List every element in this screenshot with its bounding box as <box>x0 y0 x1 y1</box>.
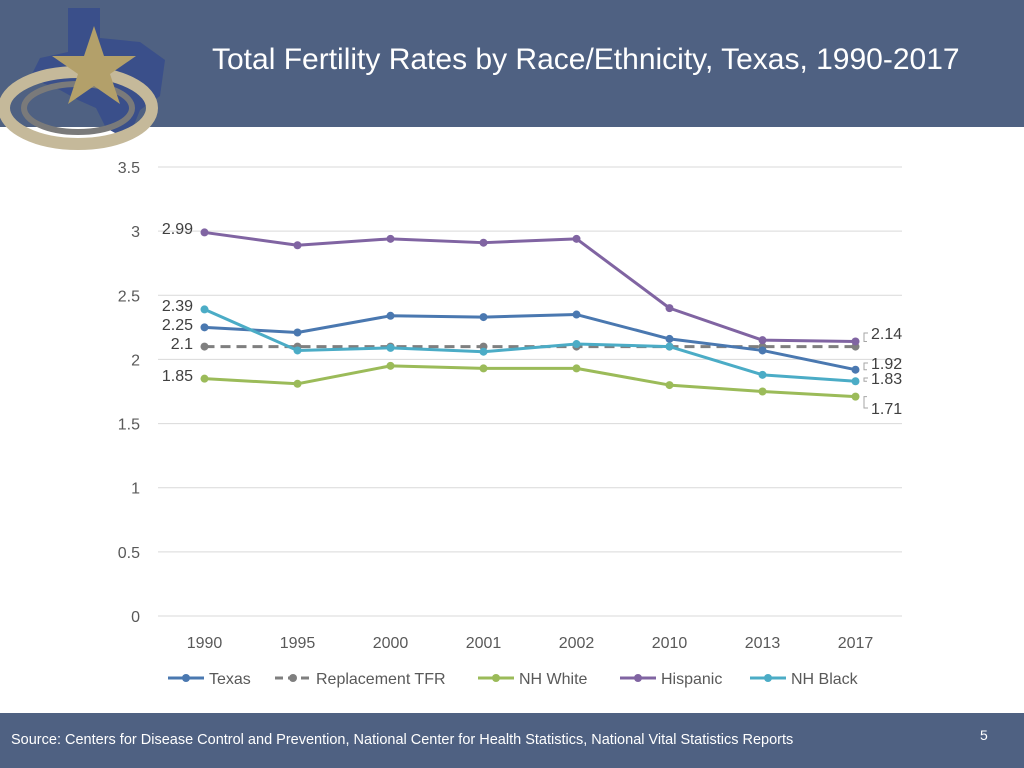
data-label: 2.1 <box>171 336 193 353</box>
y-tick-label: 2 <box>131 352 140 369</box>
legend-item-nh-black: NH Black <box>750 671 859 688</box>
data-labels: 2.99 2.39 2.25 2.1 1.85 2.14 1.921.83 1.71 <box>162 221 902 418</box>
data-point <box>758 387 767 396</box>
source-note: Source: Centers for Disease Control and … <box>11 732 794 748</box>
legend-marker <box>764 674 772 682</box>
x-axis-ticks: 1990 1995 2000 2001 2002 2010 2013 2017 <box>187 635 874 652</box>
series-nh-white <box>200 361 860 401</box>
legend-item-replacement-tfr: Replacement TFR <box>275 671 446 688</box>
data-point <box>572 310 581 319</box>
legend-item-hispanic: Hispanic <box>620 671 722 688</box>
data-label: 1.71 <box>871 401 902 418</box>
series-nh-black <box>200 305 860 386</box>
legend-marker <box>634 674 642 682</box>
y-tick-label: 1 <box>131 481 140 498</box>
series-texas <box>200 310 860 374</box>
header-bar: Total Fertility Rates by Race/Ethnicity,… <box>0 0 1024 150</box>
data-label: 1.92 <box>871 356 902 373</box>
data-point <box>479 364 488 373</box>
fertility-line-chart: 0 0.5 1 1.5 2 2.5 3 3.5 1990 1995 2000 2001 2002 201… <box>118 160 902 688</box>
legend-marker <box>289 674 297 682</box>
data-point <box>479 313 488 322</box>
data-point <box>572 364 581 373</box>
legend-marker <box>182 674 190 682</box>
data-label: 2.39 <box>162 298 193 315</box>
label-leader-line <box>863 332 868 342</box>
data-point <box>386 234 395 243</box>
page-number: 5 <box>980 727 988 743</box>
data-label: 1.85 <box>162 368 193 385</box>
data-point <box>851 377 860 386</box>
data-point <box>386 361 395 370</box>
data-point <box>665 342 674 351</box>
series-lines <box>200 228 860 401</box>
series-hispanic <box>200 228 860 346</box>
y-axis-ticks: 0 0.5 1 1.5 2 2.5 3 3.5 <box>118 160 140 626</box>
data-point <box>200 374 209 383</box>
data-label: 2.14 <box>871 326 902 343</box>
data-point <box>200 228 209 237</box>
y-tick-label: 3 <box>131 224 140 241</box>
legend-label: Hispanic <box>661 671 722 688</box>
x-tick-label: 2002 <box>559 635 595 652</box>
legend-label: NH Black <box>791 671 859 688</box>
data-point <box>479 347 488 356</box>
y-tick-label: 1.5 <box>118 417 140 434</box>
data-point <box>293 346 302 355</box>
data-point <box>200 323 209 332</box>
label-leader-line <box>863 362 868 371</box>
data-point <box>293 328 302 337</box>
data-point <box>200 342 209 351</box>
footer-bar: Source: Centers for Disease Control and … <box>0 713 1024 768</box>
data-label: 1.83 <box>871 371 902 388</box>
series-line-nh-black <box>203 308 856 383</box>
data-point <box>758 336 767 345</box>
y-tick-label: 0.5 <box>118 545 140 562</box>
y-tick-label: 3.5 <box>118 160 140 177</box>
legend-label: Replacement TFR <box>316 671 446 688</box>
legend-marker <box>492 674 500 682</box>
legend-label: NH White <box>519 671 588 688</box>
data-point <box>851 337 860 346</box>
y-tick-label: 0 <box>131 609 140 626</box>
label-leader-line <box>863 396 868 409</box>
data-point <box>479 238 488 247</box>
series-line-nh-white <box>204 364 856 399</box>
x-tick-label: 1995 <box>280 635 316 652</box>
legend: Texas Replacement TFR NH White Hispanic NH B… <box>168 671 859 688</box>
data-point <box>200 305 209 314</box>
page-title: Total Fertility Rates by Race/Ethnicity,… <box>212 43 960 76</box>
y-tick-label: 2.5 <box>118 288 140 305</box>
x-tick-label: 2010 <box>652 635 688 652</box>
data-point <box>386 343 395 352</box>
gridlines <box>158 166 902 617</box>
legend-item-texas: Texas <box>168 671 251 688</box>
legend-item-nh-white: NH White <box>478 671 588 688</box>
series-line-hispanic <box>204 230 856 343</box>
data-point <box>572 234 581 243</box>
data-point <box>572 340 581 349</box>
data-point <box>665 304 674 313</box>
texas-star-logo <box>0 8 165 150</box>
series-line-texas <box>204 313 856 372</box>
data-point <box>665 381 674 390</box>
x-tick-label: 2000 <box>373 635 409 652</box>
data-point <box>293 241 302 250</box>
star-icon <box>52 26 136 104</box>
data-point <box>293 379 302 388</box>
data-point <box>758 370 767 379</box>
x-tick-label: 2017 <box>838 635 874 652</box>
data-label: 2.25 <box>162 317 193 334</box>
legend-label: Texas <box>209 671 251 688</box>
x-tick-label: 1990 <box>187 635 223 652</box>
x-tick-label: 2001 <box>466 635 502 652</box>
x-tick-label: 2013 <box>745 635 781 652</box>
data-point <box>758 346 767 355</box>
data-point <box>851 392 860 401</box>
label-leader-line <box>863 377 868 382</box>
data-point <box>851 365 860 374</box>
data-point <box>665 334 674 343</box>
data-point <box>386 311 395 320</box>
data-label: 2.99 <box>162 221 193 238</box>
